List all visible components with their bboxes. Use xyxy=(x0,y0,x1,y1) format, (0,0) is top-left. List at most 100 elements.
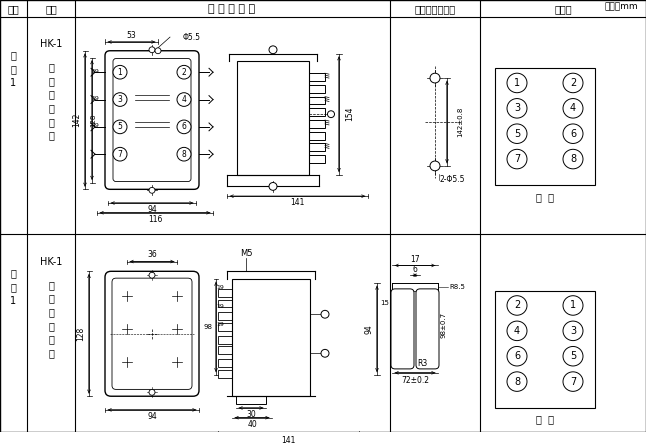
Text: R8.5: R8.5 xyxy=(449,284,465,290)
Text: 98±0.7: 98±0.7 xyxy=(441,312,447,338)
Text: 3: 3 xyxy=(514,103,520,113)
Circle shape xyxy=(507,296,527,315)
Circle shape xyxy=(563,321,583,341)
Text: 19: 19 xyxy=(91,69,99,74)
Bar xyxy=(236,396,266,404)
Circle shape xyxy=(321,350,329,357)
Text: 附: 附 xyxy=(10,51,16,61)
Bar xyxy=(309,73,325,81)
Text: 前  视: 前 视 xyxy=(536,192,554,202)
Text: 8: 8 xyxy=(182,150,187,159)
Circle shape xyxy=(269,183,277,190)
Bar xyxy=(495,291,595,408)
Text: 142: 142 xyxy=(72,113,81,127)
Circle shape xyxy=(149,187,155,193)
Circle shape xyxy=(177,148,191,161)
Text: 98: 98 xyxy=(203,324,212,330)
Circle shape xyxy=(507,321,527,341)
Text: 2: 2 xyxy=(570,78,576,88)
Text: 外 形 尺 寸 图: 外 形 尺 寸 图 xyxy=(209,4,256,14)
Text: 53: 53 xyxy=(127,31,136,39)
Text: 式: 式 xyxy=(48,307,54,317)
Text: 4: 4 xyxy=(570,103,576,113)
Circle shape xyxy=(430,73,440,83)
Text: M5: M5 xyxy=(240,249,252,258)
Text: 5: 5 xyxy=(514,129,520,139)
Text: 94: 94 xyxy=(147,412,157,421)
Circle shape xyxy=(321,311,329,318)
Text: 7: 7 xyxy=(118,150,123,159)
Text: 接: 接 xyxy=(48,334,54,345)
Circle shape xyxy=(507,124,527,144)
FancyBboxPatch shape xyxy=(391,289,414,369)
Bar xyxy=(218,312,232,320)
Text: 116: 116 xyxy=(148,215,162,224)
Text: 线: 线 xyxy=(48,131,54,141)
Circle shape xyxy=(149,389,155,395)
Text: 15: 15 xyxy=(380,299,389,306)
Text: 128: 128 xyxy=(90,113,96,127)
Bar xyxy=(309,144,325,151)
Text: HK-1: HK-1 xyxy=(40,256,62,267)
Bar xyxy=(232,279,310,396)
Circle shape xyxy=(177,66,191,79)
Text: 1: 1 xyxy=(10,295,16,306)
Circle shape xyxy=(113,93,127,106)
Text: 附: 附 xyxy=(10,268,16,278)
Text: 36: 36 xyxy=(147,250,157,259)
Text: 背  视: 背 视 xyxy=(536,415,554,425)
Text: 接: 接 xyxy=(48,117,54,127)
Text: 6: 6 xyxy=(182,122,187,132)
Circle shape xyxy=(430,161,440,171)
Circle shape xyxy=(563,296,583,315)
Text: 3: 3 xyxy=(570,326,576,336)
Circle shape xyxy=(328,111,335,117)
Text: 94: 94 xyxy=(147,205,157,214)
Text: 式: 式 xyxy=(48,89,54,100)
Text: 7: 7 xyxy=(570,377,576,387)
FancyBboxPatch shape xyxy=(416,289,439,369)
Text: 图号: 图号 xyxy=(7,4,19,14)
Circle shape xyxy=(507,372,527,391)
Circle shape xyxy=(563,99,583,118)
Text: 142±0.8: 142±0.8 xyxy=(457,107,463,137)
Text: 30: 30 xyxy=(246,410,256,419)
Text: 2: 2 xyxy=(514,300,520,311)
Text: 7: 7 xyxy=(514,154,520,164)
Circle shape xyxy=(155,48,161,54)
Text: 19: 19 xyxy=(91,124,99,128)
Text: 141: 141 xyxy=(290,198,304,207)
Circle shape xyxy=(113,66,127,79)
Text: 5: 5 xyxy=(570,351,576,361)
Circle shape xyxy=(563,372,583,391)
Circle shape xyxy=(563,346,583,366)
Bar xyxy=(218,359,232,367)
Bar xyxy=(309,85,325,93)
Text: 1: 1 xyxy=(514,78,520,88)
Text: 6: 6 xyxy=(570,129,576,139)
Circle shape xyxy=(269,46,277,54)
Bar xyxy=(309,109,325,116)
Text: 128: 128 xyxy=(76,326,85,341)
Text: 4: 4 xyxy=(182,95,187,104)
Bar xyxy=(218,346,232,354)
Text: 单位：mm: 单位：mm xyxy=(605,2,638,12)
Text: 141: 141 xyxy=(281,435,295,443)
Text: 19: 19 xyxy=(216,323,224,327)
Text: 安装开孔尺寸图: 安装开孔尺寸图 xyxy=(415,4,455,14)
Bar xyxy=(309,155,325,163)
Text: 端子图: 端子图 xyxy=(554,4,572,14)
Text: 8: 8 xyxy=(570,154,576,164)
Text: 4: 4 xyxy=(514,326,520,336)
Text: 94: 94 xyxy=(364,324,373,334)
Bar xyxy=(218,323,232,331)
Circle shape xyxy=(563,73,583,93)
Circle shape xyxy=(507,99,527,118)
Text: 6: 6 xyxy=(413,265,417,274)
Bar xyxy=(218,289,232,297)
Bar xyxy=(218,370,232,378)
Text: 3: 3 xyxy=(118,95,123,104)
Text: 后: 后 xyxy=(48,321,54,331)
Text: 6: 6 xyxy=(514,351,520,361)
Text: 1: 1 xyxy=(570,300,576,311)
